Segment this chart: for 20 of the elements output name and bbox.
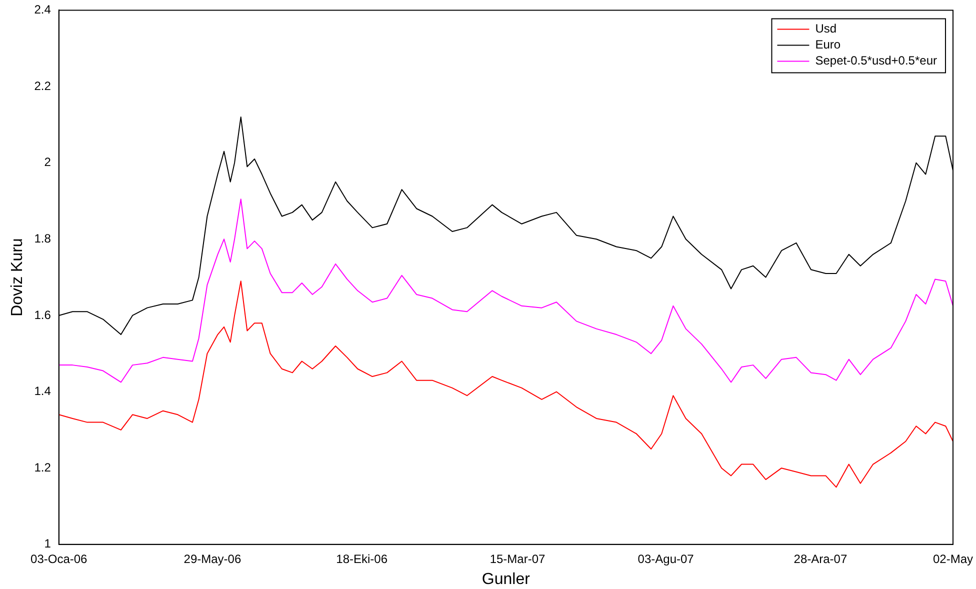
x-tick-label: 28-Ara-07 — [794, 552, 848, 566]
legend-label: Euro — [815, 38, 841, 52]
x-tick-label: 15-Mar-07 — [490, 552, 546, 566]
y-tick-label: 1.6 — [34, 308, 52, 322]
y-tick-label: 2 — [44, 155, 52, 170]
y-tick-label: 2.2 — [34, 78, 52, 93]
x-tick-label: 29-May-06 — [184, 552, 242, 566]
y-axis-title: Doviz Kuru — [9, 238, 26, 316]
legend-label: Usd — [815, 22, 837, 36]
legend-label: Sepet-0.5*usd+0.5*eur — [815, 54, 937, 68]
x-tick-label: 03-Agu-07 — [638, 552, 694, 566]
y-tick-label: 1.8 — [34, 231, 52, 246]
y-tick-label: 1.4 — [34, 384, 52, 398]
x-tick-label: 02-May — [932, 552, 973, 566]
y-tick-label: 1.2 — [34, 460, 52, 474]
y-tick-label: 1 — [44, 536, 52, 551]
x-axis-title: Gunler — [482, 570, 531, 588]
x-tick-label: 03-Oca-06 — [30, 552, 88, 566]
y-tick-label: 2.4 — [34, 2, 52, 17]
x-tick-label: 18-Eki-06 — [336, 552, 388, 566]
